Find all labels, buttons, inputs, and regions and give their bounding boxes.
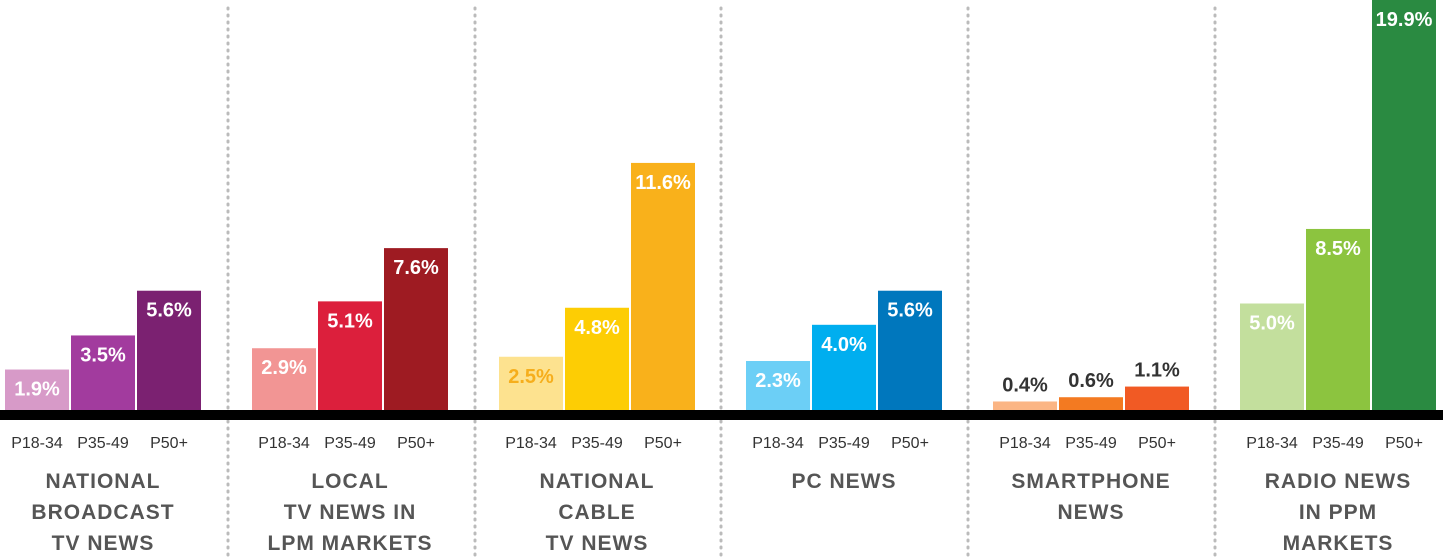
group-label: BROADCAST: [31, 501, 174, 524]
data-label: 5.1%: [327, 310, 373, 332]
category-label: P35-49: [1312, 435, 1364, 452]
bar: [252, 348, 316, 410]
category-label: P35-49: [77, 435, 129, 452]
data-label: 2.9%: [261, 357, 307, 379]
baseline: [0, 410, 1443, 420]
bar: [1306, 228, 1370, 410]
group-label: NATIONAL: [540, 470, 655, 493]
category-label: P50+: [150, 435, 188, 452]
group-label: RADIO NEWS: [1265, 470, 1412, 493]
category-label: P35-49: [324, 435, 376, 452]
category-label: P18-34: [999, 435, 1051, 452]
bar: [1372, 0, 1436, 410]
bar: [746, 361, 810, 410]
group-label: NATIONAL: [46, 470, 161, 493]
data-label: 8.5%: [1315, 238, 1361, 260]
bar: [1059, 397, 1123, 410]
bar: [384, 248, 448, 410]
group-label: TV NEWS: [546, 532, 649, 555]
category-label: P50+: [891, 435, 929, 452]
bar: [137, 290, 201, 410]
group-label: LOCAL: [311, 470, 388, 493]
data-label: 5.6%: [146, 300, 192, 322]
category-label: P18-34: [505, 435, 557, 452]
data-label: 3.5%: [80, 344, 126, 366]
data-label: 7.6%: [393, 257, 439, 279]
data-label: 4.0%: [821, 334, 867, 356]
data-label: 5.6%: [887, 300, 933, 322]
category-label: P50+: [397, 435, 435, 452]
bar: [318, 301, 382, 410]
data-label: 1.1%: [1134, 360, 1180, 382]
category-label: P50+: [1385, 435, 1423, 452]
data-label: 0.6%: [1068, 370, 1114, 392]
group-label: IN PPM: [1299, 501, 1377, 524]
bar: [499, 356, 563, 410]
group-label: TV NEWS: [52, 532, 155, 555]
bar: [71, 335, 135, 410]
bar: [1125, 386, 1189, 410]
data-label: 0.4%: [1002, 374, 1048, 396]
group-label: TV NEWS IN: [284, 501, 417, 524]
data-label: 11.6%: [635, 172, 691, 194]
separators: [226, 6, 1217, 558]
data-label: 1.9%: [14, 379, 60, 401]
bar: [5, 369, 69, 410]
bar: [812, 324, 876, 410]
category-label: P35-49: [1065, 435, 1117, 452]
bar: [993, 401, 1057, 410]
category-label: P50+: [1138, 435, 1176, 452]
category-label: P35-49: [571, 435, 623, 452]
group-label: SMARTPHONE: [1011, 470, 1170, 493]
category-label: P35-49: [818, 435, 870, 452]
bar: [878, 290, 942, 410]
group-label: MARKETS: [1283, 532, 1394, 555]
group-label: PC NEWS: [791, 470, 896, 493]
group-label: NEWS: [1058, 501, 1125, 524]
category-label: P18-34: [752, 435, 804, 452]
data-label: 4.8%: [574, 317, 620, 339]
category-label: P18-34: [258, 435, 310, 452]
category-label: P18-34: [11, 435, 63, 452]
data-label: 19.9%: [1376, 9, 1433, 31]
data-label: 2.5%: [508, 366, 554, 388]
bar: [565, 307, 629, 410]
group-label: LPM MARKETS: [268, 532, 433, 555]
data-label: 2.3%: [755, 370, 801, 392]
bar: [631, 162, 695, 410]
data-label: 5.0%: [1249, 313, 1295, 335]
bar: [1240, 303, 1304, 410]
group-label: CABLE: [558, 501, 635, 524]
category-label: P50+: [644, 435, 682, 452]
category-label: P18-34: [1246, 435, 1298, 452]
